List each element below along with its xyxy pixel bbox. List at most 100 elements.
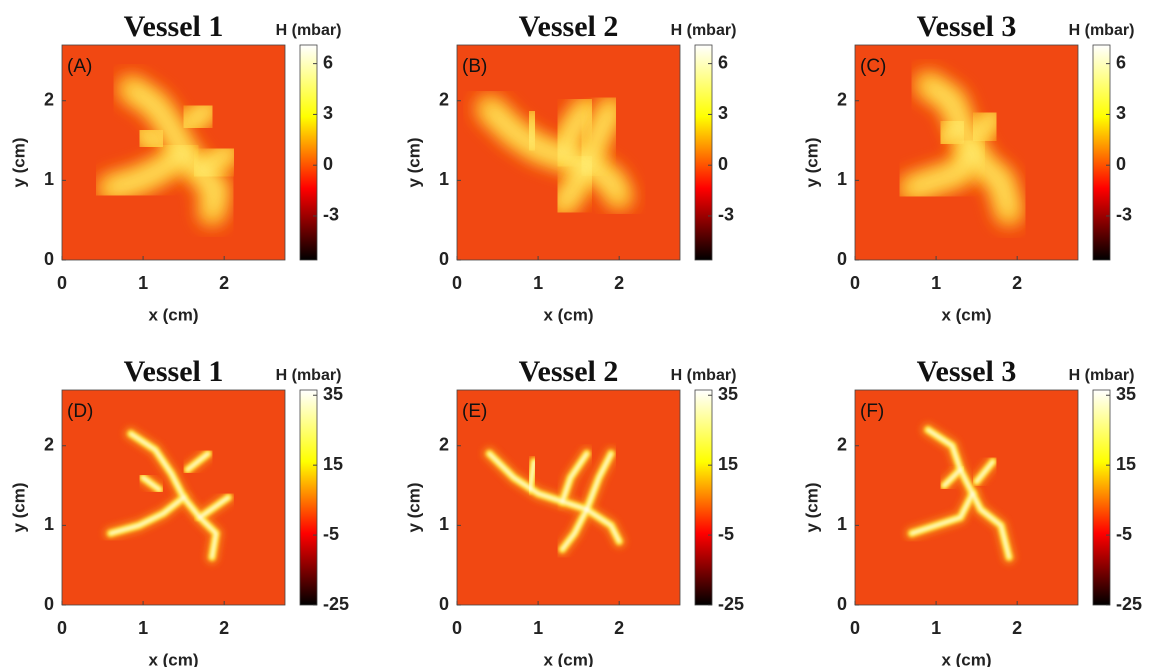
y-axis-label: y (cm) (404, 482, 423, 532)
colorbar-tick-label: 15 (1116, 454, 1136, 474)
axes-box (61, 389, 286, 606)
panel-label: (A) (67, 56, 92, 77)
x-tick-label: 1 (533, 618, 543, 638)
x-tick-label: 1 (138, 273, 148, 293)
y-axis-label: y (cm) (9, 137, 28, 187)
x-tick-label: 0 (57, 618, 67, 638)
axes-box (854, 44, 1079, 261)
y-tick-label: 2 (439, 434, 449, 454)
panel-title: Vessel 1 (124, 10, 224, 43)
y-tick-label: 0 (439, 594, 449, 614)
colorbar-tick-label: 35 (323, 384, 343, 404)
vessel-branch (106, 148, 188, 193)
axes-box (456, 44, 681, 261)
x-axis-label: x (cm) (941, 650, 991, 667)
vessel-branch (183, 104, 212, 129)
vessel-branch (198, 496, 230, 519)
colorbar-tick-label: -5 (1116, 524, 1132, 544)
axes-box (854, 389, 1079, 606)
heatmap (457, 390, 680, 605)
vessel-branch (139, 128, 164, 149)
y-axis-label: y (cm) (802, 137, 821, 187)
x-tick-label: 1 (931, 273, 941, 293)
panel: Vessel 3 (C) 0 1 2 0 1 2 x (cm) y (cm) -3 0 3 6 H (mba… (802, 10, 1134, 325)
x-tick-label: 2 (219, 618, 229, 638)
y-tick-label: 0 (44, 594, 54, 614)
colorbar-tick-label: 35 (718, 384, 738, 404)
y-tick-label: 1 (837, 169, 847, 189)
y-axis-label: y (cm) (802, 482, 821, 532)
panel: Vessel 1 (D) 0 1 2 0 1 2 x (cm) y (cm) -25 -5 15 35H … (9, 355, 349, 670)
y-tick-label: 1 (837, 514, 847, 534)
colorbar-tick-label: -3 (1116, 205, 1132, 225)
colorbar (694, 389, 713, 606)
colorbar-tick-label: 0 (718, 154, 728, 174)
vessel-branch (141, 476, 161, 492)
y-tick-label: 1 (439, 169, 449, 189)
x-tick-label: 0 (57, 273, 67, 293)
panel-label: (D) (67, 401, 93, 422)
colorbar (299, 44, 318, 261)
x-axis-label: x (cm) (148, 305, 198, 324)
vessel-branch (972, 112, 997, 141)
x-tick-label: 1 (931, 618, 941, 638)
colorbar-tick-label: 3 (1116, 103, 1126, 123)
y-tick-label: 0 (44, 249, 54, 269)
vessel-branch (910, 492, 975, 535)
panel: Vessel 2 (E) 0 1 2 0 1 2 x (cm) y (cm) -25 -5 15 35H … (404, 355, 744, 670)
colorbar-tick-label: -25 (718, 594, 744, 614)
y-tick-label: 2 (837, 89, 847, 109)
colorbar (299, 389, 318, 606)
y-tick-label: 2 (44, 89, 54, 109)
x-tick-label: 1 (533, 273, 543, 293)
colorbar (694, 44, 713, 261)
y-tick-label: 2 (44, 434, 54, 454)
colorbar-tick-label: 6 (1116, 52, 1126, 72)
panel-title: Vessel 2 (519, 355, 619, 388)
colorbar-tick-label: 0 (1116, 154, 1126, 174)
x-axis-label: x (cm) (941, 305, 991, 324)
x-axis-label: x (cm) (148, 650, 198, 667)
y-tick-label: 1 (44, 169, 54, 189)
colorbar-tick-label: 6 (718, 52, 728, 72)
heatmap (855, 45, 1078, 260)
colorbar-label: H (mbar) (276, 367, 342, 384)
panel-title: Vessel 3 (917, 10, 1017, 43)
colorbar-tick-label: 15 (323, 454, 343, 474)
panel: Vessel 3 (F) 0 1 2 0 1 2 x (cm) y (cm) -25 -5 15 35H … (802, 355, 1142, 670)
x-tick-label: 2 (1012, 618, 1022, 638)
heatmap (62, 390, 285, 605)
panel-title: Vessel 1 (124, 355, 224, 388)
x-tick-label: 0 (850, 618, 860, 638)
colorbar-tick-label: 35 (1116, 384, 1136, 404)
x-axis-label: x (cm) (543, 305, 593, 324)
colorbar-label: H (mbar) (671, 367, 737, 384)
colorbar-tick-label: 0 (323, 154, 333, 174)
panel-label: (C) (860, 56, 886, 77)
axes-box (456, 389, 681, 606)
colorbar-label: H (mbar) (276, 22, 342, 39)
vessel-branch (585, 452, 613, 511)
x-tick-label: 2 (219, 273, 229, 293)
panel: Vessel 1 (A) 0 1 2 0 1 2 x (cm) y (cm) -3 0 3 6 H (mba… (9, 10, 341, 325)
colorbar-tick-label: -25 (1116, 594, 1142, 614)
colorbar-label: H (mbar) (671, 22, 737, 39)
colorbar (1092, 44, 1111, 261)
vessel-branch (195, 148, 233, 177)
colorbar-tick-label: -3 (718, 205, 734, 225)
vessel-branch (940, 120, 965, 145)
x-tick-label: 0 (452, 618, 462, 638)
vessel-branch (528, 460, 536, 492)
heatmap (62, 45, 285, 260)
y-axis-label: y (cm) (9, 482, 28, 532)
y-tick-label: 2 (439, 89, 449, 109)
colorbar-tick-label: -3 (323, 205, 339, 225)
vessel-branch (109, 496, 186, 535)
y-tick-label: 1 (439, 514, 449, 534)
panel-label: (E) (462, 401, 487, 422)
x-tick-label: 0 (850, 273, 860, 293)
vessel-branch (907, 144, 977, 193)
panel-title: Vessel 2 (519, 10, 619, 43)
colorbar-label: H (mbar) (1069, 22, 1135, 39)
y-tick-label: 1 (44, 514, 54, 534)
